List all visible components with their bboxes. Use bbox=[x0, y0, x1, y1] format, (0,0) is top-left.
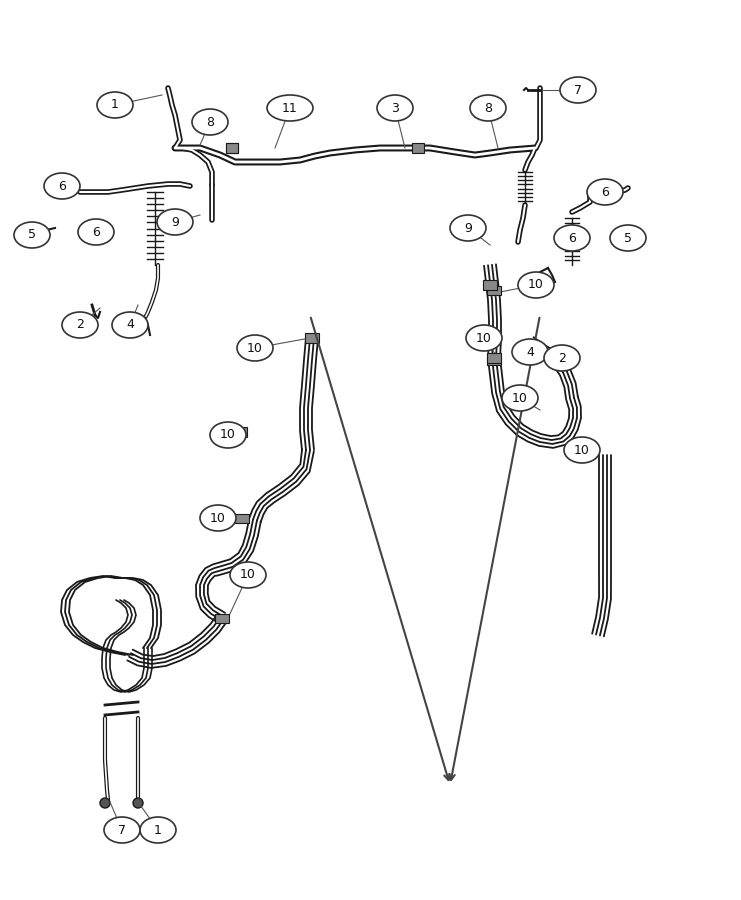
Text: 10: 10 bbox=[476, 331, 492, 345]
Bar bbox=[241, 570, 255, 580]
Bar bbox=[565, 446, 579, 454]
Ellipse shape bbox=[518, 272, 554, 298]
Circle shape bbox=[100, 798, 110, 808]
Ellipse shape bbox=[564, 437, 600, 463]
Bar bbox=[412, 143, 424, 153]
Text: 9: 9 bbox=[171, 215, 179, 229]
Ellipse shape bbox=[466, 325, 502, 351]
Ellipse shape bbox=[14, 222, 50, 248]
Ellipse shape bbox=[112, 312, 148, 338]
Ellipse shape bbox=[377, 95, 413, 121]
Ellipse shape bbox=[44, 173, 80, 199]
Ellipse shape bbox=[587, 179, 623, 205]
Bar bbox=[226, 143, 238, 153]
Text: 10: 10 bbox=[240, 569, 256, 581]
Ellipse shape bbox=[267, 95, 313, 121]
Text: 4: 4 bbox=[526, 346, 534, 358]
Ellipse shape bbox=[210, 422, 246, 448]
Bar bbox=[235, 514, 249, 523]
Text: 10: 10 bbox=[574, 444, 590, 456]
Bar bbox=[487, 353, 501, 363]
Ellipse shape bbox=[554, 225, 590, 251]
Circle shape bbox=[133, 798, 143, 808]
Ellipse shape bbox=[237, 335, 273, 361]
Text: 5: 5 bbox=[624, 231, 632, 245]
Bar bbox=[487, 285, 501, 294]
Bar bbox=[211, 513, 225, 523]
Bar bbox=[215, 614, 229, 623]
Bar bbox=[483, 280, 497, 290]
Ellipse shape bbox=[78, 219, 114, 245]
Ellipse shape bbox=[62, 312, 98, 338]
Text: 8: 8 bbox=[206, 115, 214, 129]
Text: 3: 3 bbox=[391, 102, 399, 114]
Text: 10: 10 bbox=[247, 341, 263, 355]
Text: 2: 2 bbox=[76, 319, 84, 331]
Text: 6: 6 bbox=[92, 226, 100, 239]
Ellipse shape bbox=[140, 817, 176, 843]
Text: 1: 1 bbox=[154, 824, 162, 836]
Ellipse shape bbox=[512, 339, 548, 365]
Text: 10: 10 bbox=[220, 428, 236, 442]
Ellipse shape bbox=[544, 345, 580, 371]
Ellipse shape bbox=[230, 562, 266, 588]
Text: 8: 8 bbox=[484, 102, 492, 114]
Text: 10: 10 bbox=[512, 392, 528, 404]
Text: 6: 6 bbox=[601, 185, 609, 199]
Bar bbox=[305, 333, 319, 343]
Text: 10: 10 bbox=[528, 278, 544, 292]
Ellipse shape bbox=[157, 209, 193, 235]
Bar bbox=[487, 356, 501, 364]
Bar bbox=[575, 447, 589, 457]
Ellipse shape bbox=[450, 215, 486, 241]
Text: 7: 7 bbox=[118, 824, 126, 836]
Bar bbox=[233, 427, 247, 437]
Ellipse shape bbox=[502, 385, 538, 411]
Bar bbox=[226, 143, 238, 153]
Text: 10: 10 bbox=[210, 511, 226, 525]
Text: 7: 7 bbox=[574, 84, 582, 96]
Ellipse shape bbox=[97, 92, 133, 118]
Text: 1: 1 bbox=[111, 98, 119, 112]
Text: 11: 11 bbox=[282, 102, 298, 114]
Text: 4: 4 bbox=[126, 319, 134, 331]
Ellipse shape bbox=[470, 95, 506, 121]
Ellipse shape bbox=[200, 505, 236, 531]
Text: 2: 2 bbox=[558, 352, 566, 365]
Text: 6: 6 bbox=[568, 231, 576, 245]
Ellipse shape bbox=[104, 817, 140, 843]
Ellipse shape bbox=[192, 109, 228, 135]
Text: 9: 9 bbox=[464, 221, 472, 235]
Ellipse shape bbox=[560, 77, 596, 103]
Text: 6: 6 bbox=[58, 179, 66, 193]
Ellipse shape bbox=[610, 225, 646, 251]
Text: 5: 5 bbox=[28, 229, 36, 241]
